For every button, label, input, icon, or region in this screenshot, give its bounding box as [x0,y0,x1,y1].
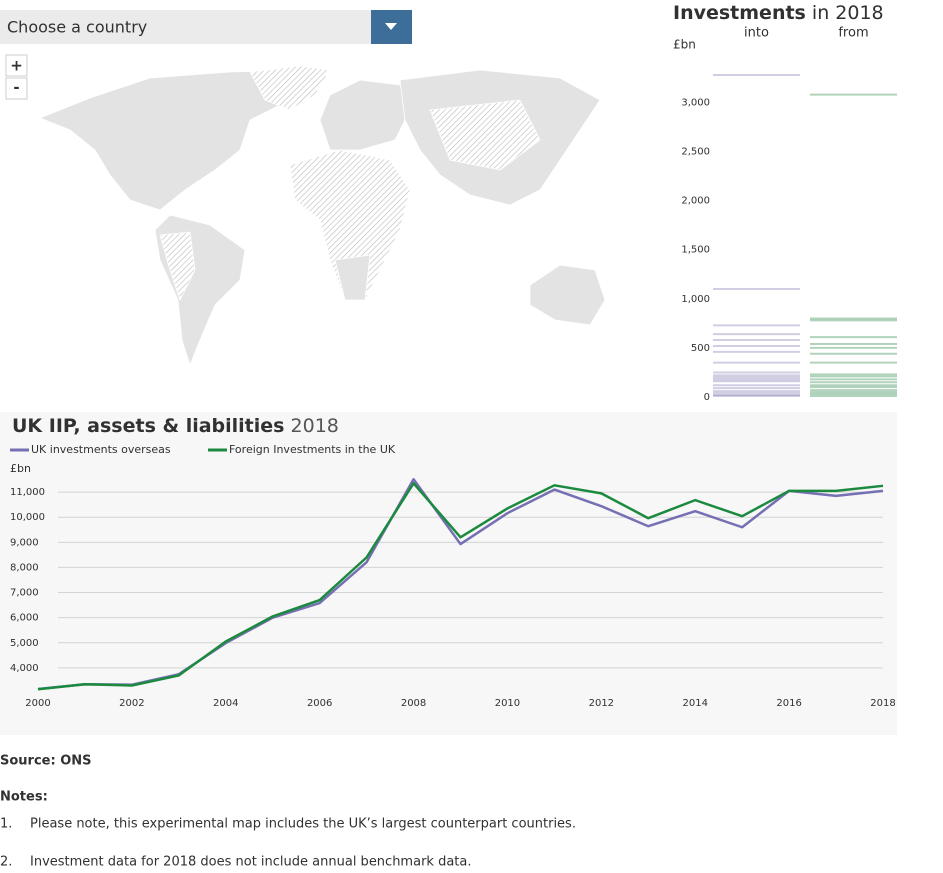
column-label: into [744,26,769,41]
y-tick-label: 0 [704,392,710,403]
y-tick-label: 8,000 [10,562,39,573]
asia-hatch [429,99,541,171]
note-text: Please note, this experimental map inclu… [30,817,576,832]
y-tick-label: 6,000 [10,613,39,624]
legend-label: Foreign Investments in the UK [229,443,396,456]
north-america [38,69,301,211]
dropdown-arrow [385,23,397,30]
y-tick-label: 2,500 [681,147,710,158]
column-label: from [838,26,868,41]
legend-label: UK investments overseas [31,443,171,456]
dropdown-box[interactable] [0,10,371,44]
x-tick-label: 2004 [213,698,238,709]
x-tick-label: 2002 [119,698,144,709]
greenland [249,65,331,111]
strip-subtitle: in 2018 [812,2,884,24]
africa-south [334,254,371,301]
line-subtitle: 2018 [291,415,339,437]
y-tick-label: 7,000 [10,588,39,599]
zoom-out-label[interactable]: - [13,79,19,97]
zoom-out-button[interactable] [5,77,28,100]
y-tick-label: 1,500 [681,245,710,256]
europe [319,79,411,151]
y-tick-label: 5,000 [10,638,39,649]
australia [529,264,606,326]
y-tick-label: 3,000 [681,97,710,108]
y-tick-label: 9,000 [10,537,39,548]
source: Source: ONS [0,754,92,769]
x-tick-label: 2000 [25,698,50,709]
line-title: UK IIP, assets & liabilities [12,415,284,437]
strip-y-label: £bn [673,38,696,52]
y-tick-label: 4,000 [10,663,39,674]
x-tick-label: 2006 [307,698,332,709]
note-number: 2. [0,855,12,870]
x-tick-label: 2018 [870,698,895,709]
x-tick-label: 2016 [776,698,801,709]
zoom-in-button[interactable] [5,54,28,77]
south-america-hatch [159,231,196,302]
dropdown-placeholder[interactable]: Choose a country [7,18,147,37]
strip-chart-title: Investments in 2018 [673,2,884,24]
series-line [37,482,884,691]
x-tick-label: 2010 [495,698,520,709]
y-tick-label: 11,000 [10,487,45,498]
world-map [38,65,606,367]
x-tick-label: 2014 [682,698,707,709]
y-tick-label: 10,000 [10,512,45,523]
zoom-in-label[interactable]: + [10,57,23,75]
note-number: 1. [0,817,12,832]
x-tick-label: 2012 [589,698,614,709]
line-y-label: £bn [10,462,31,475]
x-tick-label: 2008 [401,698,426,709]
note-text: Investment data for 2018 does not includ… [30,855,472,870]
y-tick-label: 2,000 [681,196,710,207]
y-tick-label: 1,000 [681,294,710,305]
line-chart-title: UK IIP, assets & liabilities 2018 [12,415,339,437]
y-tick-label: 500 [691,343,710,354]
line-chart-background [0,412,897,735]
africa [289,149,411,301]
strip-title: Investments [673,2,806,24]
notes-title: Notes: [0,790,48,805]
country-dropdown[interactable]: Choose a country [0,10,412,44]
